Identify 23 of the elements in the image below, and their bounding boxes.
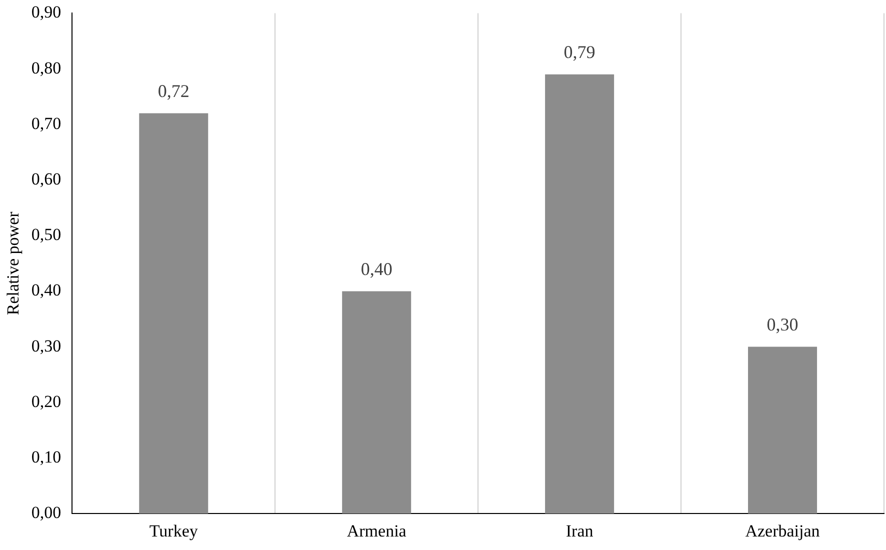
data-label: 0,72 bbox=[158, 81, 190, 102]
y-tick-label: 0,40 bbox=[31, 280, 62, 300]
y-axis-title: Relative power bbox=[4, 211, 23, 316]
y-tick-label: 0,70 bbox=[31, 114, 62, 133]
y-tick-label: 0,60 bbox=[31, 169, 62, 188]
x-tick-label: Azerbaijan bbox=[745, 521, 820, 540]
y-tick-label: 0,30 bbox=[31, 336, 62, 356]
y-tick-label: 0,00 bbox=[31, 503, 62, 522]
x-tick-label: Armenia bbox=[346, 521, 407, 540]
y-tick-label: 0,20 bbox=[31, 392, 62, 411]
bar bbox=[342, 291, 412, 514]
x-tick-label: Iran bbox=[566, 521, 594, 540]
y-tick-label: 0,10 bbox=[31, 447, 62, 466]
y-tick-label: 0,90 bbox=[31, 2, 62, 22]
x-tick-label: Turkey bbox=[149, 521, 198, 540]
bar bbox=[748, 346, 818, 514]
data-label: 0,30 bbox=[766, 314, 798, 335]
y-tick-label: 0,80 bbox=[31, 58, 62, 78]
data-label: 0,79 bbox=[564, 42, 596, 62]
bar bbox=[545, 74, 614, 514]
bar bbox=[139, 113, 208, 514]
data-label: 0,40 bbox=[360, 258, 392, 279]
y-tick-label: 0,50 bbox=[31, 225, 62, 244]
